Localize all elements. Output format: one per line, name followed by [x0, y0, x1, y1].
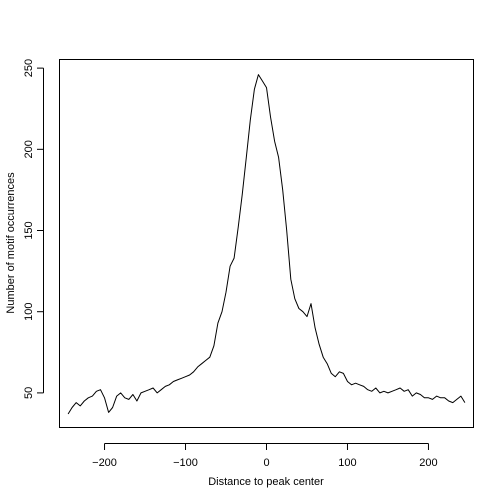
x-axis-label: Distance to peak center — [208, 476, 324, 488]
x-tick-label: −200 — [92, 457, 117, 469]
y-tick-label: 250 — [23, 59, 35, 77]
x-axis: −200 −100 0 100 200 — [92, 443, 438, 469]
series-line — [67, 74, 466, 415]
y-tick-label: 200 — [23, 140, 35, 158]
y-tick-label: 50 — [23, 387, 35, 399]
plot-frame — [59, 59, 474, 428]
y-tick-label: 150 — [23, 221, 35, 239]
x-tick-label: 100 — [338, 457, 356, 469]
x-tick-label: 0 — [263, 457, 269, 469]
x-tick-label: 200 — [419, 457, 437, 469]
y-axis-label: Number of motif occurrences — [5, 172, 17, 314]
y-tick-label: 100 — [23, 303, 35, 321]
y-axis: 50 100 150 200 250 — [23, 59, 44, 399]
x-tick-label: −100 — [173, 457, 198, 469]
